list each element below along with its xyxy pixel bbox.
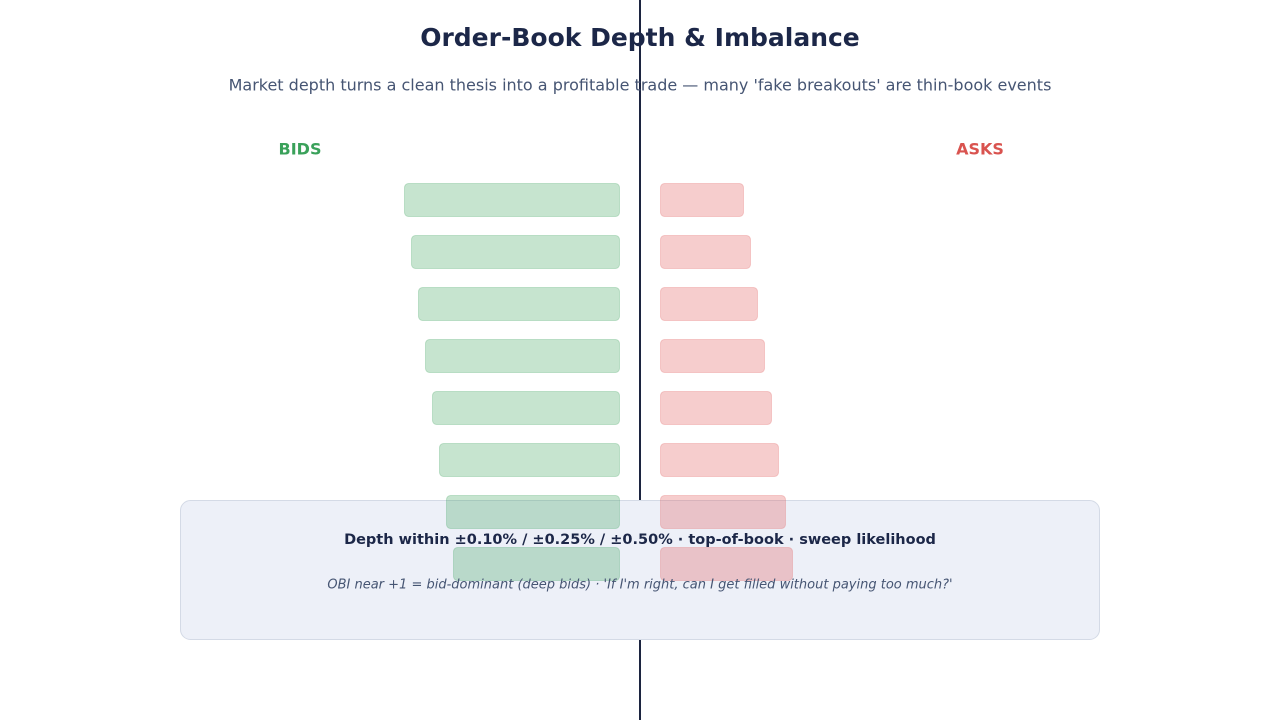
- ask-bar: [660, 495, 786, 529]
- ask-bar: [660, 235, 751, 269]
- ask-bar: [660, 391, 772, 425]
- title: Order-Book Depth & Imbalance: [420, 23, 860, 52]
- bid-bar: [453, 547, 620, 581]
- bid-bar: [404, 183, 620, 217]
- ask-bar: [660, 183, 744, 217]
- bid-bar: [446, 495, 620, 529]
- ask-bar: [660, 287, 758, 321]
- note-title: Depth within ±0.10% / ±0.25% / ±0.50% · …: [344, 532, 936, 548]
- bid-bar: [411, 235, 620, 269]
- depth-bars: [404, 183, 793, 581]
- ask-bar: [660, 547, 793, 581]
- subtitle: Market depth turns a clean thesis into a…: [229, 76, 1052, 95]
- asks-label: ASKS: [956, 140, 1004, 159]
- note-box: [180, 500, 1100, 640]
- bid-bar: [418, 287, 620, 321]
- bid-bar: [425, 339, 620, 373]
- bid-bar: [439, 443, 620, 477]
- note-text: OBI near +1 = bid-dominant (deep bids) ·…: [327, 578, 952, 593]
- bids-label: BIDS: [279, 140, 322, 159]
- bid-bar: [432, 391, 620, 425]
- ask-bar: [660, 339, 765, 373]
- ask-bar: [660, 443, 779, 477]
